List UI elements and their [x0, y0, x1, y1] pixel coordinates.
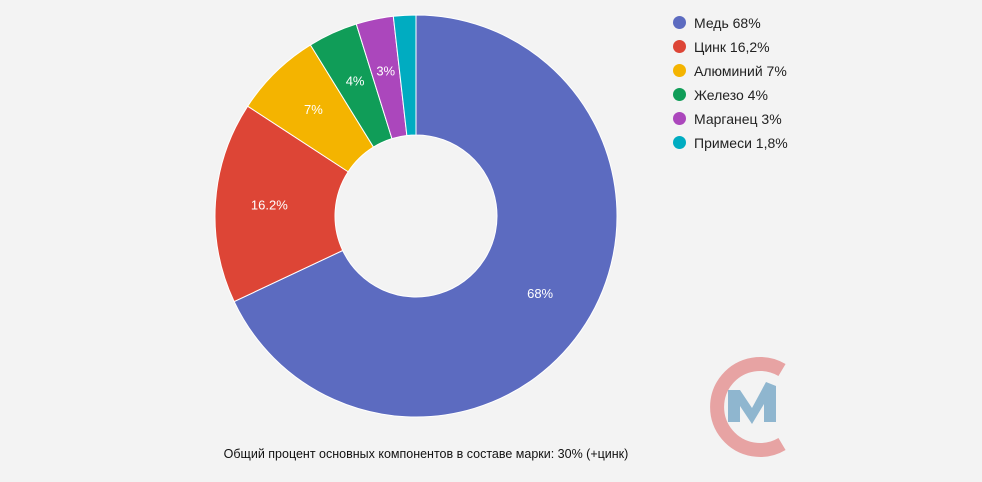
- legend: Медь 68% Цинк 16,2% Алюминий 7% Железо 4% Ма…: [673, 13, 788, 152]
- legend-dot-icon: [673, 16, 686, 29]
- slice-5: [392, 14, 417, 137]
- legend-item-5: Примеси 1,8%: [673, 133, 788, 152]
- legend-dot-icon: [673, 88, 686, 101]
- legend-dot-icon: [673, 112, 686, 125]
- legend-item-4: Марганец 3%: [673, 109, 788, 128]
- legend-label: Цинк 16,2%: [694, 38, 770, 55]
- legend-dot-icon: [673, 40, 686, 53]
- legend-item-2: Алюминий 7%: [673, 61, 788, 80]
- legend-dot-icon: [673, 136, 686, 149]
- legend-label: Марганец 3%: [694, 110, 782, 127]
- legend-dot-icon: [673, 64, 686, 77]
- legend-item-3: Железо 4%: [673, 85, 788, 104]
- legend-item-1: Цинк 16,2%: [673, 37, 788, 56]
- slice-0: [233, 14, 618, 418]
- slice-label-4: 3%: [376, 64, 395, 79]
- slice-label-2: 7%: [304, 102, 323, 117]
- legend-label: Примеси 1,8%: [694, 134, 788, 151]
- slice-label-3: 4%: [346, 74, 365, 89]
- slice-label-1: 16.2%: [251, 197, 288, 212]
- legend-label: Алюминий 7%: [694, 62, 787, 79]
- legend-label: Железо 4%: [694, 86, 768, 103]
- cm-logo-icon: [710, 357, 786, 457]
- legend-item-0: Медь 68%: [673, 13, 788, 32]
- slice-1: [214, 105, 349, 303]
- slice-label-0: 68%: [527, 286, 553, 301]
- legend-label: Медь 68%: [694, 14, 761, 31]
- chart-caption: Общий процент основных компонентов в сос…: [223, 447, 629, 461]
